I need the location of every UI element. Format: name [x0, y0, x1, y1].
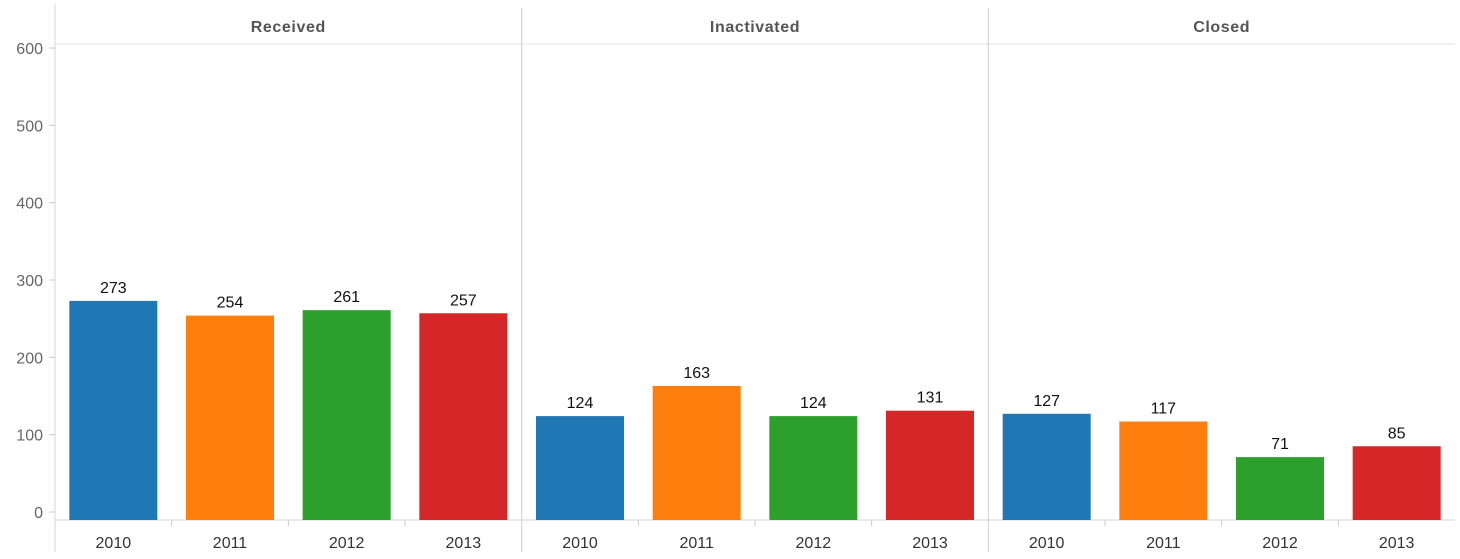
bar-closed-2012 — [1236, 457, 1324, 520]
data-label: 131 — [917, 390, 944, 407]
y-tick-label: 400 — [16, 196, 43, 213]
data-label: 71 — [1271, 436, 1289, 453]
bar-closed-2013 — [1352, 446, 1441, 520]
y-tick-label: 200 — [16, 350, 43, 367]
x-tick-label: 2010 — [96, 535, 132, 552]
data-label: 163 — [683, 365, 710, 382]
panel-title: Received — [251, 19, 326, 36]
bar-received-2012 — [302, 310, 391, 520]
bar-closed-2011 — [1119, 421, 1208, 520]
y-tick-label: 0 — [34, 505, 43, 522]
bar-inactivated-2011 — [652, 385, 741, 520]
bar-received-2010 — [69, 300, 158, 520]
panel-title: Inactivated — [710, 19, 800, 36]
x-tick-label: 2011 — [213, 535, 248, 552]
data-label: 124 — [567, 395, 594, 412]
data-label: 261 — [333, 289, 360, 306]
x-tick-label: 2012 — [796, 535, 832, 552]
y-tick-label: 600 — [16, 41, 43, 58]
bar-inactivated-2013 — [886, 410, 974, 520]
data-label: 127 — [1033, 393, 1060, 410]
x-tick-label: 2012 — [329, 535, 365, 552]
x-tick-label: 2013 — [912, 535, 948, 552]
bar-inactivated-2010 — [536, 416, 624, 520]
data-label: 124 — [800, 395, 827, 412]
bar-closed-2010 — [1002, 413, 1091, 520]
x-tick-label: 2012 — [1262, 535, 1298, 552]
bar-inactivated-2012 — [769, 416, 858, 520]
bar-received-2013 — [419, 313, 508, 520]
data-label: 257 — [450, 292, 477, 309]
x-tick-label: 2013 — [1379, 535, 1415, 552]
y-tick-label: 500 — [16, 118, 43, 135]
data-label: 117 — [1151, 401, 1177, 418]
data-label: 254 — [217, 295, 244, 312]
y-tick-label: 300 — [16, 273, 43, 290]
x-tick-label: 2011 — [679, 535, 714, 552]
x-tick-label: 2010 — [1029, 535, 1065, 552]
y-tick-label: 100 — [16, 428, 43, 445]
x-tick-label: 2013 — [446, 535, 482, 552]
bar-received-2011 — [186, 315, 274, 520]
data-label: 85 — [1388, 425, 1406, 442]
data-label: 273 — [100, 280, 127, 297]
x-tick-label: 2010 — [562, 535, 598, 552]
panel-title: Closed — [1193, 19, 1250, 36]
x-tick-label: 2011 — [1146, 535, 1181, 552]
